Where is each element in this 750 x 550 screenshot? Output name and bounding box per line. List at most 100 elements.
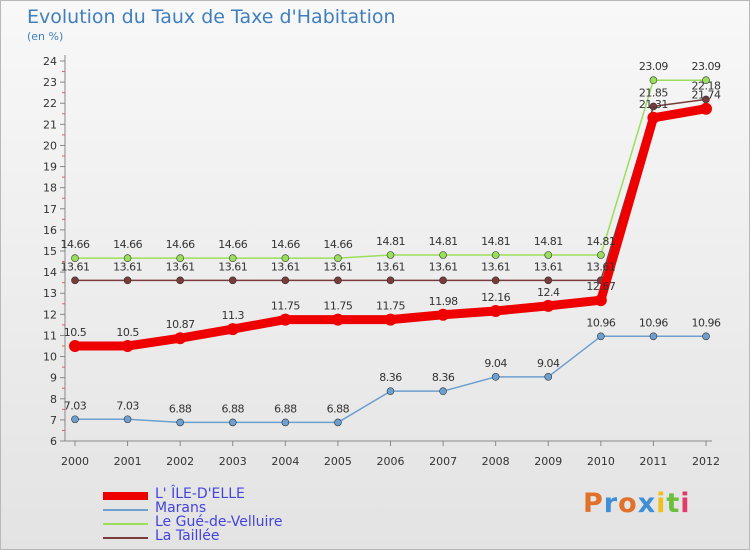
logo-letter: o bbox=[618, 488, 638, 519]
data-label: 10.87 bbox=[166, 318, 195, 331]
data-point bbox=[123, 415, 132, 424]
data-label: 6.88 bbox=[169, 402, 192, 415]
data-label: 12.16 bbox=[481, 291, 510, 304]
data-label: 23.09 bbox=[692, 60, 721, 73]
legend-label: Marans bbox=[155, 500, 207, 516]
data-point bbox=[491, 373, 500, 381]
legend-item: L' ÎLE-D'ELLE bbox=[103, 486, 363, 503]
data-point bbox=[542, 299, 555, 312]
data-point bbox=[597, 251, 605, 259]
data-label: 14.66 bbox=[166, 238, 195, 251]
y-tick-label: 24 bbox=[43, 55, 57, 68]
y-tick-label: 11 bbox=[43, 329, 57, 342]
x-tick-label: 2009 bbox=[534, 455, 562, 468]
data-point bbox=[176, 276, 184, 285]
data-point bbox=[71, 276, 79, 285]
data-point bbox=[281, 276, 290, 285]
y-tick-label: 22 bbox=[43, 97, 57, 110]
data-point bbox=[544, 251, 553, 259]
data-label: 10.5 bbox=[64, 326, 87, 339]
x-tick-label: 2006 bbox=[377, 455, 405, 468]
data-label: 13.61 bbox=[113, 260, 142, 273]
data-label: 14.66 bbox=[218, 238, 247, 251]
data-label: 13.61 bbox=[481, 260, 510, 273]
data-label: 6.88 bbox=[327, 402, 350, 415]
data-label: 14.66 bbox=[271, 238, 300, 251]
data-point bbox=[71, 254, 79, 262]
data-label: 14.81 bbox=[586, 235, 615, 248]
data-label: 11.98 bbox=[429, 295, 458, 308]
legend-swatch bbox=[103, 509, 148, 511]
y-tick-label: 18 bbox=[43, 182, 57, 195]
data-label: 13.61 bbox=[586, 260, 615, 273]
y-tick-label: 19 bbox=[43, 161, 57, 174]
x-tick-label: 2012 bbox=[692, 455, 720, 468]
data-point bbox=[384, 313, 397, 326]
data-label: 10.96 bbox=[586, 316, 615, 329]
data-point bbox=[439, 387, 447, 395]
data-point bbox=[69, 340, 81, 352]
x-tick-label: 2011 bbox=[639, 455, 667, 468]
data-point bbox=[489, 304, 502, 317]
data-label: 14.81 bbox=[534, 235, 563, 248]
data-point bbox=[491, 276, 500, 285]
chart-title: Evolution du Taux de Taxe d'Habitation bbox=[27, 6, 396, 28]
chart-subtitle: (en %) bbox=[27, 30, 64, 43]
data-point bbox=[228, 254, 237, 262]
legend-label: Le Gué-de-Velluire bbox=[155, 514, 283, 530]
legend-item: Le Gué-de-Velluire bbox=[103, 514, 363, 531]
logo-letter: i bbox=[680, 488, 691, 519]
logo-letter: i bbox=[656, 488, 667, 519]
y-tick-label: 6 bbox=[50, 435, 57, 448]
data-point bbox=[226, 323, 239, 336]
data-point bbox=[700, 102, 712, 115]
data-label: 21.31 bbox=[639, 98, 668, 111]
data-label: 10.5 bbox=[116, 326, 139, 339]
x-tick-label: 2004 bbox=[271, 455, 299, 468]
y-tick-label: 9 bbox=[50, 372, 57, 385]
data-label: 21.85 bbox=[639, 86, 668, 99]
data-point bbox=[176, 254, 184, 262]
data-point bbox=[597, 332, 605, 341]
data-point bbox=[702, 332, 710, 341]
y-tick-label: 20 bbox=[43, 139, 57, 152]
data-point bbox=[331, 313, 344, 326]
y-tick-label: 8 bbox=[50, 393, 57, 406]
data-point bbox=[228, 276, 237, 285]
data-label: 13.61 bbox=[429, 260, 458, 273]
data-label: 14.66 bbox=[323, 238, 352, 251]
data-label: 13.61 bbox=[271, 260, 300, 273]
data-point bbox=[647, 111, 660, 124]
data-label: 13.61 bbox=[61, 260, 90, 273]
y-tick-label: 10 bbox=[43, 351, 57, 364]
data-label: 6.88 bbox=[222, 402, 245, 415]
data-point bbox=[702, 76, 710, 85]
data-label: 6.88 bbox=[274, 402, 297, 415]
data-label: 14.81 bbox=[429, 235, 458, 248]
data-label: 14.66 bbox=[61, 238, 90, 251]
logo-letter: x bbox=[637, 488, 657, 519]
data-label: 11.75 bbox=[376, 300, 405, 313]
data-label: 9.04 bbox=[484, 357, 507, 370]
data-label: 8.36 bbox=[432, 371, 455, 384]
x-tick-label: 2005 bbox=[324, 455, 352, 468]
data-label: 11.75 bbox=[271, 300, 300, 313]
data-point bbox=[649, 76, 658, 85]
logo-letter: r bbox=[603, 488, 619, 519]
y-tick-label: 13 bbox=[43, 287, 57, 300]
data-point bbox=[439, 251, 447, 259]
legend-swatch bbox=[103, 523, 148, 525]
data-point bbox=[386, 251, 395, 259]
data-point bbox=[281, 254, 290, 262]
data-label: 11.3 bbox=[222, 309, 245, 322]
proxiti-logo: Proxiti bbox=[583, 488, 691, 519]
data-point bbox=[594, 294, 607, 307]
data-label: 10.96 bbox=[692, 316, 721, 329]
legend-item: Marans bbox=[103, 500, 363, 517]
data-point bbox=[176, 418, 184, 427]
logo-letter: t bbox=[666, 488, 681, 519]
x-tick-label: 2007 bbox=[429, 455, 457, 468]
data-point bbox=[437, 308, 450, 321]
